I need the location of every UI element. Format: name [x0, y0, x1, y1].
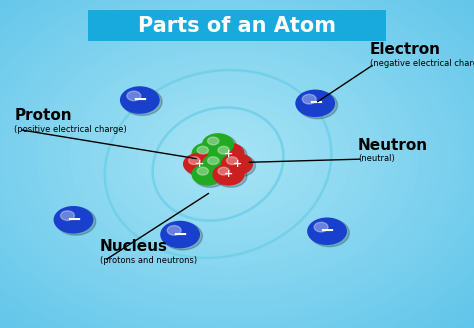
Circle shape — [2, 2, 453, 313]
Text: +: + — [224, 149, 233, 158]
Circle shape — [208, 157, 219, 165]
Circle shape — [202, 153, 234, 175]
Circle shape — [84, 58, 371, 257]
Circle shape — [127, 91, 141, 101]
Circle shape — [189, 157, 200, 165]
FancyBboxPatch shape — [88, 10, 386, 41]
Circle shape — [132, 91, 323, 224]
Circle shape — [185, 154, 218, 177]
Text: (positive electrical charge): (positive electrical charge) — [14, 125, 127, 133]
Circle shape — [212, 163, 245, 186]
Text: Electron: Electron — [370, 42, 441, 57]
Circle shape — [183, 153, 215, 175]
Text: (negative electrical charge): (negative electrical charge) — [370, 59, 474, 68]
Text: −: − — [132, 91, 147, 109]
Circle shape — [159, 110, 296, 205]
Circle shape — [77, 53, 378, 261]
Text: Parts of an Atom: Parts of an Atom — [138, 16, 336, 35]
Circle shape — [118, 82, 337, 233]
Circle shape — [160, 221, 200, 248]
Circle shape — [153, 106, 302, 209]
Circle shape — [193, 134, 262, 181]
Circle shape — [173, 120, 282, 195]
Text: (protons and neutrons): (protons and neutrons) — [100, 256, 197, 265]
Circle shape — [180, 124, 275, 191]
Text: −: − — [66, 211, 81, 229]
Circle shape — [57, 39, 398, 276]
Circle shape — [215, 165, 247, 187]
Circle shape — [111, 77, 344, 238]
Circle shape — [64, 44, 392, 271]
Text: −: − — [319, 222, 335, 240]
Circle shape — [56, 208, 96, 235]
Circle shape — [98, 68, 357, 247]
Circle shape — [215, 144, 247, 166]
Circle shape — [221, 153, 234, 162]
Circle shape — [191, 142, 224, 165]
Text: (neutral): (neutral) — [358, 154, 395, 163]
Circle shape — [227, 157, 238, 165]
Circle shape — [295, 90, 335, 117]
Circle shape — [194, 144, 226, 166]
Circle shape — [61, 211, 74, 220]
Circle shape — [221, 153, 253, 175]
Circle shape — [207, 143, 248, 172]
Text: Nucleus: Nucleus — [100, 239, 167, 254]
Circle shape — [218, 146, 229, 154]
Circle shape — [105, 72, 350, 242]
Circle shape — [125, 87, 330, 228]
Text: +: + — [232, 159, 242, 169]
Circle shape — [191, 163, 224, 186]
Circle shape — [204, 154, 237, 177]
Circle shape — [71, 49, 384, 266]
Circle shape — [212, 142, 245, 165]
Circle shape — [0, 0, 460, 318]
Circle shape — [310, 219, 349, 247]
Text: −: − — [308, 94, 323, 112]
Text: −: − — [173, 226, 188, 243]
Circle shape — [36, 25, 419, 290]
Circle shape — [204, 135, 237, 157]
Circle shape — [167, 226, 181, 235]
Circle shape — [314, 222, 328, 232]
Circle shape — [202, 133, 234, 155]
Circle shape — [187, 129, 268, 186]
Circle shape — [298, 91, 337, 119]
Circle shape — [16, 11, 439, 304]
Circle shape — [197, 146, 209, 154]
Circle shape — [50, 34, 405, 280]
Circle shape — [29, 20, 426, 295]
Circle shape — [223, 154, 255, 177]
Text: Neutron: Neutron — [358, 137, 428, 153]
Circle shape — [197, 167, 209, 175]
Circle shape — [146, 101, 310, 214]
Circle shape — [54, 206, 93, 234]
Circle shape — [122, 88, 162, 115]
Circle shape — [194, 165, 226, 187]
Circle shape — [0, 0, 466, 323]
Circle shape — [120, 86, 160, 114]
Circle shape — [23, 16, 432, 299]
